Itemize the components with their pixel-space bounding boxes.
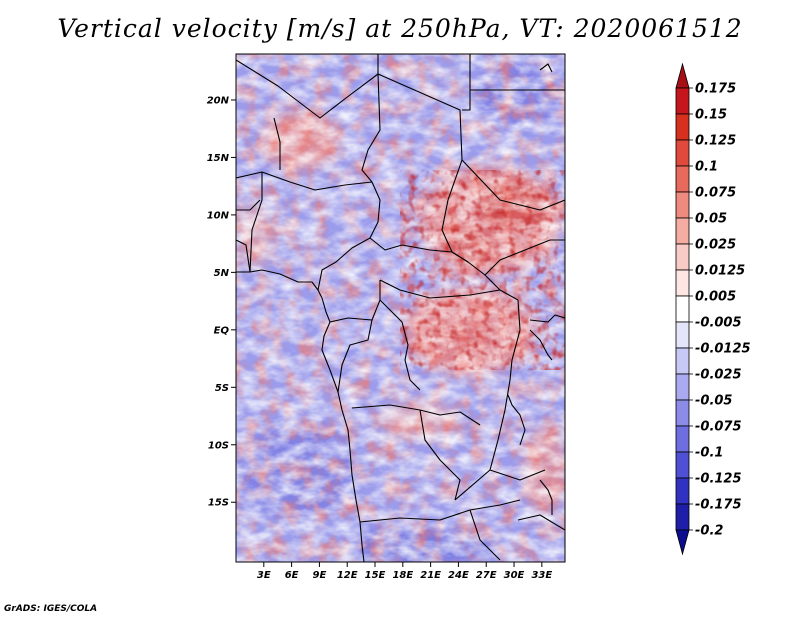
colorbar-swatch [675, 243, 690, 271]
lat-tick-label: 15S [208, 498, 229, 509]
country-borders [236, 54, 565, 562]
colorbar-label: 0.125 [695, 134, 736, 149]
lat-tick-label: 5N [214, 268, 230, 279]
colorbar-swatch [675, 217, 690, 245]
credit-text: GrADS: IGES/COLA [4, 604, 98, 614]
lat-tick-label: 10N [207, 210, 230, 221]
colorbar-swatch [675, 347, 690, 375]
colorbar-swatch [675, 113, 690, 141]
map-title: Vertical velocity [m/s] at 250hPa, VT: 2… [57, 14, 743, 43]
colorbar-swatch [675, 425, 690, 453]
colorbar-swatch [675, 451, 690, 479]
colorbar-label: -0.1 [695, 446, 723, 461]
colorbar-label: -0.05 [695, 394, 732, 409]
colorbar-swatch [675, 191, 690, 219]
colorbar-label: -0.025 [695, 368, 742, 383]
colorbar-swatch [675, 503, 690, 531]
colorbar-swatch [675, 399, 690, 427]
colorbar-label: -0.075 [695, 420, 742, 435]
lat-tick-label: EQ [214, 325, 230, 336]
colorbar-label: 0.0125 [695, 264, 745, 279]
colorbar-label: 0.005 [695, 290, 736, 305]
colorbar-bottom-arrow [675, 529, 690, 556]
lat-tick-label: 5S [215, 383, 229, 394]
lon-tick-label: 18E [392, 570, 413, 581]
plot-frame [235, 53, 566, 563]
colorbar-label: -0.175 [695, 498, 742, 513]
colorbar-label: -0.0125 [695, 342, 751, 357]
colorbar-swatch [675, 139, 690, 167]
lon-tick-label: 30E [504, 570, 525, 581]
colorbar-swatch [675, 87, 690, 115]
lat-tick-label: 20N [207, 95, 230, 106]
lon-tick-label: 9E [313, 570, 327, 581]
colorbar-label: 0.175 [695, 82, 736, 97]
colorbar-swatch [675, 373, 690, 401]
colorbar-label: 0.15 [695, 108, 727, 123]
colorbar-label: -0.005 [695, 316, 742, 331]
colorbar: 0.175 0.15 0.125 0.1 0.075 0.05 0.025 0.0125 0.0… [675, 62, 751, 556]
colorbar-swatch [675, 165, 690, 193]
colorbar-label: -0.125 [695, 472, 742, 487]
colorbar-swatch [675, 295, 690, 323]
colorbar-swatch [675, 269, 690, 297]
colorbar-swatch [675, 321, 690, 349]
colorbar-label: 0.025 [695, 238, 736, 253]
lat-tick-label: 10S [208, 440, 229, 451]
vertical-velocity-field [236, 54, 565, 562]
colorbar-label: -0.2 [695, 524, 723, 539]
lon-tick-label: 12E [337, 570, 358, 581]
lon-tick-label: 6E [285, 570, 299, 581]
lat-tick-label: 15N [207, 153, 230, 164]
colorbar-label: 0.075 [695, 186, 736, 201]
lon-tick-label: 15E [365, 570, 386, 581]
lon-tick-label: 3E [257, 570, 271, 581]
latitude-axis: 20N 15N 10N 5N EQ 5S 10S 15S [207, 95, 236, 509]
colorbar-swatch [675, 477, 690, 505]
lon-tick-label: 27E [476, 570, 497, 581]
colorbar-label: 0.05 [695, 212, 727, 227]
colorbar-top-arrow [675, 62, 690, 89]
colorbar-label: 0.1 [695, 160, 718, 175]
lon-tick-label: 33E [531, 570, 552, 581]
lon-tick-label: 21E [420, 570, 441, 581]
longitude-axis: 3E 6E 9E 12E 15E 18E 21E 24E 27E 30E 33E [257, 562, 552, 581]
lon-tick-label: 24E [448, 570, 469, 581]
